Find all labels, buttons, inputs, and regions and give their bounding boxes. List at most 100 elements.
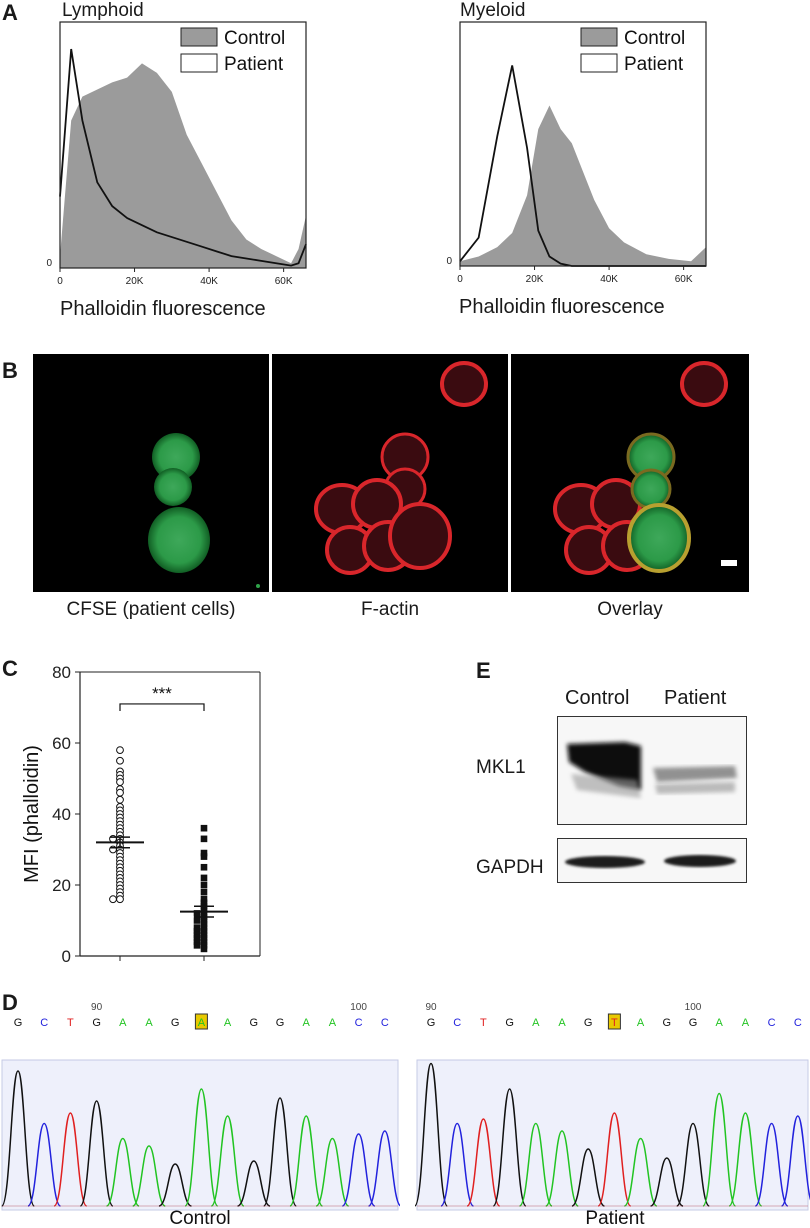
base-call: A bbox=[742, 1017, 750, 1029]
band-label-mkl1: MKL1 bbox=[476, 757, 526, 778]
trace-peak bbox=[341, 1133, 376, 1207]
data-point-patient bbox=[200, 881, 208, 889]
base-call: G bbox=[14, 1017, 23, 1029]
base-call: A bbox=[198, 1017, 206, 1029]
series-control-area bbox=[60, 63, 306, 268]
micrograph-factin bbox=[272, 354, 508, 592]
red-cell bbox=[388, 502, 452, 570]
trace-peak bbox=[53, 1112, 88, 1207]
mutation-highlight bbox=[607, 1013, 621, 1030]
data-point-patient bbox=[193, 917, 201, 924]
mkl1-band-patient bbox=[653, 766, 737, 782]
trace-label: Patient bbox=[585, 1208, 645, 1228]
trace-peak bbox=[237, 1160, 271, 1207]
western-blot-mkl1 bbox=[557, 716, 747, 825]
green-cell bbox=[152, 433, 200, 481]
x-tick-label: Patient bbox=[174, 968, 234, 970]
chromatogram-patient: G C T G A A G T A G G A A C C 90 100 Patient bbox=[415, 1002, 810, 1228]
trace-peak bbox=[650, 1157, 684, 1207]
green-cell bbox=[154, 468, 192, 506]
base-call: A bbox=[637, 1017, 645, 1029]
y-tick-label: 0 bbox=[46, 258, 52, 269]
data-point-patient bbox=[200, 849, 208, 857]
x-tick-label: 60K bbox=[275, 276, 293, 287]
histogram-myeloid: 0 20K 40K 60K 0 Control Patient bbox=[446, 21, 707, 285]
band-label-gapdh: GAPDH bbox=[476, 857, 544, 878]
trace-peak bbox=[466, 1118, 501, 1207]
y-tick-label: 0 bbox=[446, 256, 452, 267]
x-tick-label: 20K bbox=[126, 276, 144, 287]
trace-peak bbox=[158, 1163, 192, 1207]
trace-peak bbox=[571, 1148, 606, 1207]
data-point-patient bbox=[200, 888, 208, 896]
data-point-control bbox=[109, 895, 117, 904]
x-tick-label: 0 bbox=[57, 276, 63, 287]
base-call: T bbox=[611, 1017, 618, 1029]
trace-peak bbox=[184, 1088, 219, 1207]
legend-swatch bbox=[180, 27, 218, 47]
legend-label: Control bbox=[224, 28, 285, 49]
base-call: A bbox=[145, 1017, 153, 1029]
trace-peak bbox=[315, 1137, 350, 1207]
data-point-patient bbox=[200, 931, 208, 938]
trace-peak bbox=[597, 1112, 632, 1207]
trace-peak bbox=[263, 1097, 297, 1207]
data-point-patient bbox=[200, 824, 208, 832]
data-point-patient bbox=[200, 853, 208, 860]
overlay-image bbox=[553, 361, 737, 575]
base-call: G bbox=[276, 1017, 285, 1029]
legend-label: Patient bbox=[624, 54, 684, 75]
scale-bar bbox=[721, 560, 737, 566]
base-call: C bbox=[381, 1017, 389, 1029]
gapdh-band-control bbox=[565, 856, 645, 868]
data-point-patient bbox=[200, 874, 208, 882]
position-label: 90 bbox=[425, 1002, 437, 1013]
lane-label-patient: Patient bbox=[664, 687, 727, 709]
lymphoid-title: Lymphoid bbox=[62, 0, 144, 21]
trace-peak bbox=[676, 1122, 710, 1207]
data-point-patient bbox=[200, 945, 208, 953]
myeloid-xlabel: Phalloidin fluorescence bbox=[459, 296, 665, 318]
significance-label: *** bbox=[152, 684, 172, 703]
base-call: C bbox=[355, 1017, 363, 1029]
trace-peak bbox=[27, 1122, 62, 1207]
trace-peak bbox=[492, 1088, 527, 1207]
data-point-patient bbox=[193, 931, 201, 938]
trace-peak bbox=[105, 1137, 140, 1207]
data-point-control bbox=[116, 795, 124, 804]
histogram-lymphoid: 0 20K 40K 60K 0 Control Patient bbox=[46, 21, 307, 287]
y-tick-label: 0 bbox=[62, 947, 71, 966]
micrograph-cfse bbox=[33, 354, 269, 592]
data-point-patient bbox=[200, 899, 208, 907]
caption-cfse: CFSE (patient cells) bbox=[66, 599, 236, 620]
data-point-patient bbox=[200, 927, 208, 935]
significance-bracket bbox=[119, 703, 205, 711]
data-point-control bbox=[116, 756, 124, 765]
data-point-control bbox=[116, 746, 124, 754]
base-call: G bbox=[92, 1017, 101, 1029]
trace-peak bbox=[518, 1122, 553, 1207]
western-blot-gapdh bbox=[557, 838, 747, 883]
legend-label: Patient bbox=[224, 54, 284, 75]
data-point-patient bbox=[200, 895, 208, 903]
trace-peak bbox=[1, 1070, 35, 1207]
position-label: 100 bbox=[685, 1002, 702, 1013]
x-tick-label: 40K bbox=[200, 276, 218, 287]
base-call: C bbox=[794, 1017, 802, 1029]
y-axis-label: MFI (phalloidin) bbox=[21, 745, 43, 883]
position-label: 90 bbox=[91, 1002, 103, 1013]
trace-peak bbox=[545, 1130, 579, 1207]
green-cell bbox=[148, 507, 210, 573]
data-point-patient bbox=[193, 942, 201, 949]
scatter-plot-mfi: 0 20 40 60 80 MFI (phalloidin) Control Patient *… bbox=[21, 663, 261, 970]
panel-letter-a: A bbox=[2, 0, 18, 25]
lane-label-control: Control bbox=[565, 687, 630, 709]
data-point-patient bbox=[200, 938, 208, 946]
data-point-patient bbox=[200, 917, 208, 924]
base-call: C bbox=[453, 1017, 461, 1029]
mkl1-band-control bbox=[567, 742, 641, 790]
trace-background bbox=[416, 1059, 809, 1211]
gapdh-band-patient bbox=[664, 855, 736, 867]
data-point-patient bbox=[193, 934, 201, 942]
series-patient-line bbox=[59, 48, 307, 267]
